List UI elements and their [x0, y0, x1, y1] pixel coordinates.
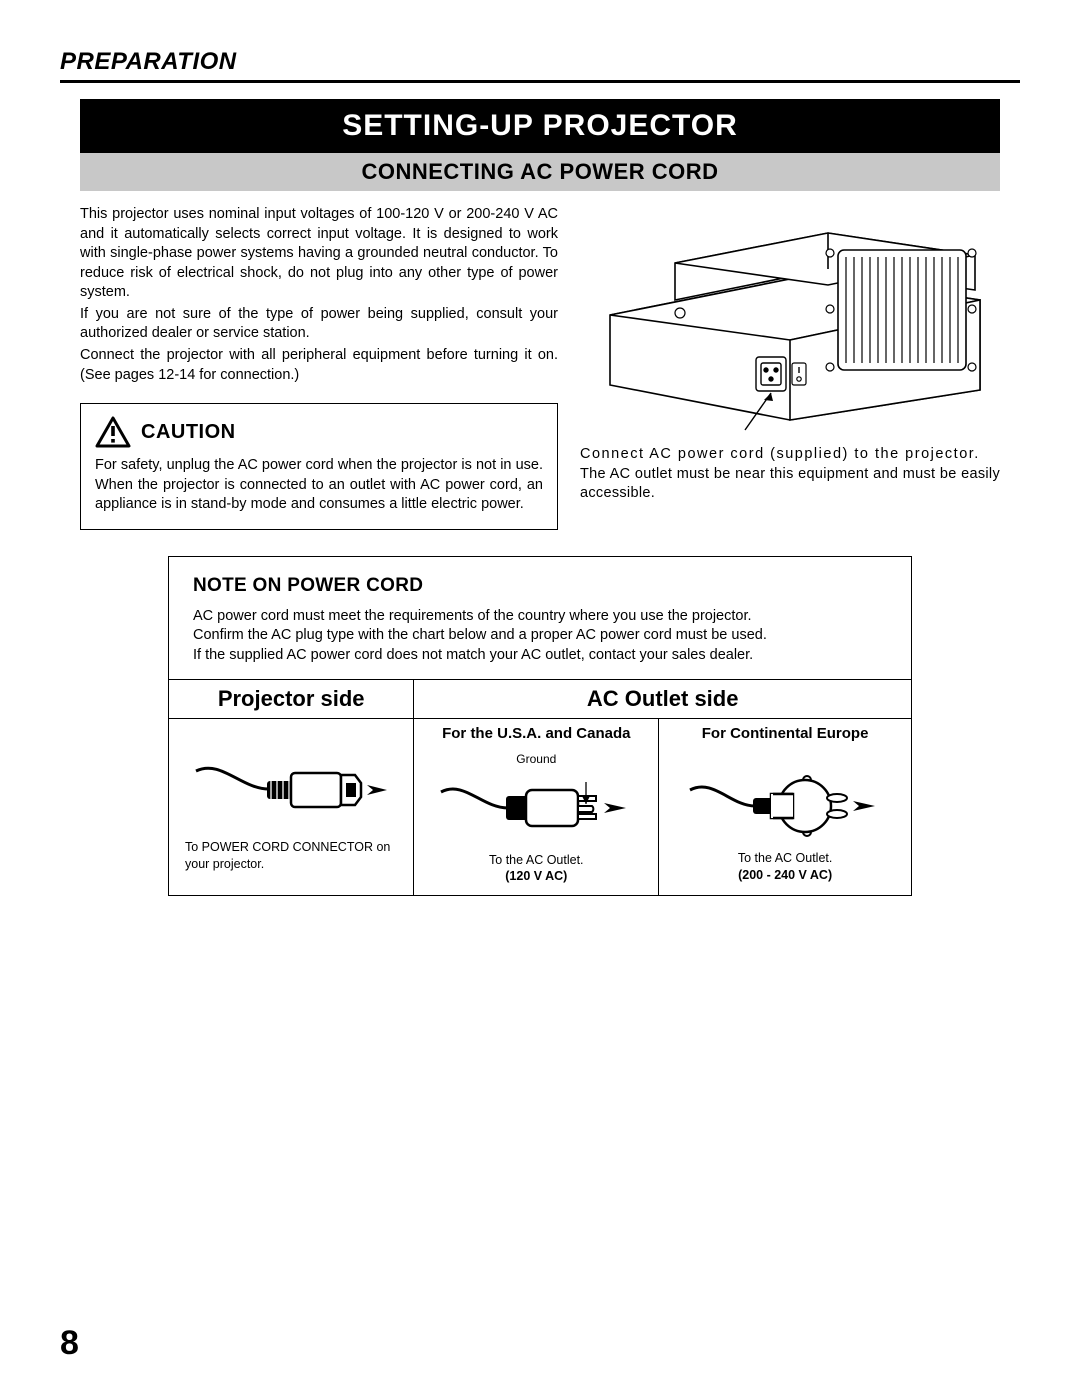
page-subtitle: CONNECTING AC POWER CORD [80, 153, 1000, 191]
projector-plug-caption: To POWER CORD CONNECTOR on your projecto… [179, 839, 403, 872]
note-body: AC power cord must meet the requirements… [193, 607, 887, 666]
diagram-caption-p2: The AC outlet must be near this equipmen… [580, 465, 1000, 504]
diagram-caption: Connect AC power cord (supplied) to the … [580, 445, 1000, 504]
page-number: 8 [60, 1324, 79, 1363]
usa-voltage: (120 V AC) [424, 868, 648, 884]
two-column-layout: This projector uses nominal input voltag… [80, 205, 1000, 530]
page-title: SETTING-UP PROJECTOR [80, 99, 1000, 153]
note-line-1: AC power cord must meet the requirements… [193, 607, 887, 627]
note-title: NOTE ON POWER CORD [193, 575, 887, 597]
eu-plug-icon [685, 772, 885, 842]
usa-plug-caption: To the AC Outlet. [424, 852, 648, 868]
eu-voltage: (200 - 240 V AC) [669, 867, 901, 883]
caution-box: CAUTION For safety, unplug the AC power … [80, 403, 558, 530]
cell-projector-side: To POWER CORD CONNECTOR on your projecto… [169, 719, 414, 895]
table-head-outlet-side: AC Outlet side [414, 680, 911, 719]
intro-p3: Connect the projector with all periphera… [80, 346, 558, 385]
intro-p1: This projector uses nominal input voltag… [80, 205, 558, 303]
plug-table: Projector side AC Outlet side [169, 679, 911, 894]
right-column: Connect AC power cord (supplied) to the … [580, 205, 1000, 530]
warning-triangle-icon [95, 416, 131, 448]
caution-heading: CAUTION [141, 421, 236, 444]
intro-p2: If you are not sure of the type of power… [80, 305, 558, 344]
col-header-usa: For the U.S.A. and Canada [414, 719, 659, 747]
ground-label: Ground [424, 752, 648, 768]
iec-connector-icon [191, 751, 391, 831]
intro-text: This projector uses nominal input voltag… [80, 205, 558, 385]
note-line-3: If the supplied AC power cord does not m… [193, 646, 887, 666]
eu-plug-caption: To the AC Outlet. [669, 850, 901, 866]
diagram-caption-p1: Connect AC power cord (supplied) to the … [580, 445, 1000, 465]
caution-header: CAUTION [95, 416, 543, 448]
left-column: This projector uses nominal input voltag… [80, 205, 558, 530]
col-header-eu: For Continental Europe [659, 719, 911, 747]
cell-usa: Ground [414, 746, 659, 894]
note-top: NOTE ON POWER CORD AC power cord must me… [169, 557, 911, 680]
cell-eu: To the AC Outlet. (200 - 240 V AC) [659, 746, 911, 894]
projector-diagram [580, 205, 1000, 435]
note-box: NOTE ON POWER CORD AC power cord must me… [168, 556, 912, 896]
table-head-projector-side: Projector side [169, 680, 414, 719]
section-header: PREPARATION [60, 48, 1020, 83]
us-plug-icon [436, 774, 636, 844]
note-line-2: Confirm the AC plug type with the chart … [193, 626, 887, 646]
caution-body: For safety, unplug the AC power cord whe… [95, 456, 543, 515]
